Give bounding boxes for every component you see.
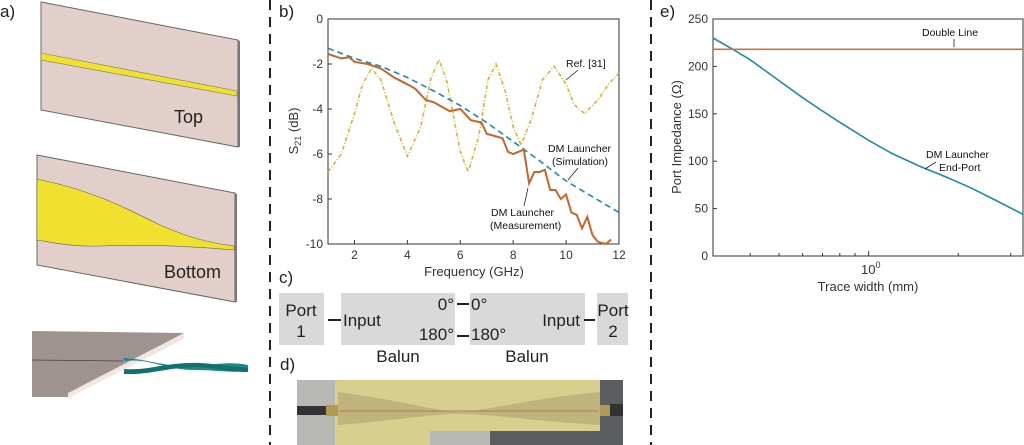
balun1-0deg: 0°: [438, 295, 454, 314]
balun1-box: [341, 293, 455, 345]
top-trace: [40, 52, 238, 97]
port1-box: [279, 293, 324, 345]
y-tick-label: -6: [312, 147, 323, 161]
balun2-180deg: 180°: [471, 325, 506, 344]
panel-d-label: d): [280, 355, 295, 374]
balun2-input: Input: [542, 311, 580, 330]
panel-e-label: e): [660, 2, 675, 21]
s21-chart: 0 -2 -4 -6 -8 -10 2 4 6 8 10 12: [306, 12, 626, 262]
x-tick-label: 4: [404, 248, 411, 262]
port2-number: 2: [608, 322, 617, 341]
ref31-annotation: Ref. [31]: [566, 58, 606, 70]
y-tick-label: -4: [312, 102, 323, 116]
x-tick-label: 10: [559, 248, 573, 262]
double-line-annotation: Double Line: [922, 27, 978, 39]
balun2-label: Balun: [505, 347, 548, 366]
y-tick-label: 50: [695, 202, 709, 216]
endport-annotation-2: End-Port: [939, 162, 981, 174]
balun1-label: Balun: [376, 347, 419, 366]
top-label: Top: [174, 107, 203, 127]
x-tick-label: 8: [510, 248, 517, 262]
bottom-board: [36, 154, 237, 303]
y-tick-label: 250: [688, 12, 708, 26]
endport-annotation-1: DM Launcher: [926, 149, 990, 161]
bottom-taper: [36, 178, 235, 251]
x-tick-label: 12: [612, 248, 626, 262]
port2-box: [597, 293, 628, 345]
y-tick-label: -2: [312, 57, 323, 71]
plot-frame: [712, 18, 1024, 257]
balun1-180deg: 180°: [419, 325, 454, 344]
y-tick-label: 150: [688, 107, 708, 121]
series-line-dm-launcher-simulation-: [327, 47, 620, 214]
port2-text: Port: [597, 301, 628, 320]
sim-annotation-1: DM Launcher: [548, 143, 612, 155]
impedance-chart: 0 50 100 150 200 250: [688, 12, 1024, 263]
prototype-photo: [297, 380, 623, 445]
x-tick-label: 6: [457, 248, 464, 262]
x-tick-label: 2: [351, 248, 358, 262]
meas-annotation-1: DM Launcher: [491, 207, 555, 219]
series-line-dm-launcher-end-port: [712, 37, 1024, 216]
plot-frame: [327, 18, 620, 245]
series-line-dm-launcher-measurement-: [327, 52, 612, 246]
e-ylabel: Port Impedance (Ω): [669, 80, 684, 194]
meas-annotation-2: (Measurement): [490, 220, 561, 232]
port1-number: 1: [296, 322, 305, 341]
panel-c-label: c): [279, 268, 293, 287]
bottom-label: Bottom: [164, 262, 221, 282]
panel-a-label: a): [0, 2, 15, 21]
top-board: [40, 1, 240, 148]
series-line-ref-31-: [327, 57, 620, 175]
e-xtick-10: 100: [861, 260, 880, 277]
panel-b-label: b): [279, 2, 294, 21]
y-tick-label: -10: [306, 237, 324, 251]
b-ylabel: S21 (dB): [286, 108, 303, 155]
balun1-input: Input: [343, 311, 381, 330]
y-tick-label: 0: [316, 12, 323, 26]
y-tick-label: 200: [688, 59, 708, 73]
y-tick-label: 100: [688, 154, 708, 168]
launcher-3d: [31, 331, 248, 398]
e-xlabel: Trace width (mm): [818, 279, 919, 294]
port1-text: Port: [285, 301, 316, 320]
b-xlabel: Frequency (GHz): [424, 264, 524, 279]
balun2-0deg: 0°: [471, 295, 487, 314]
sim-annotation-2: (Simulation): [552, 156, 608, 168]
y-tick-label: 0: [701, 249, 708, 263]
balun2-box: [470, 293, 585, 345]
y-tick-label: -8: [312, 192, 323, 206]
